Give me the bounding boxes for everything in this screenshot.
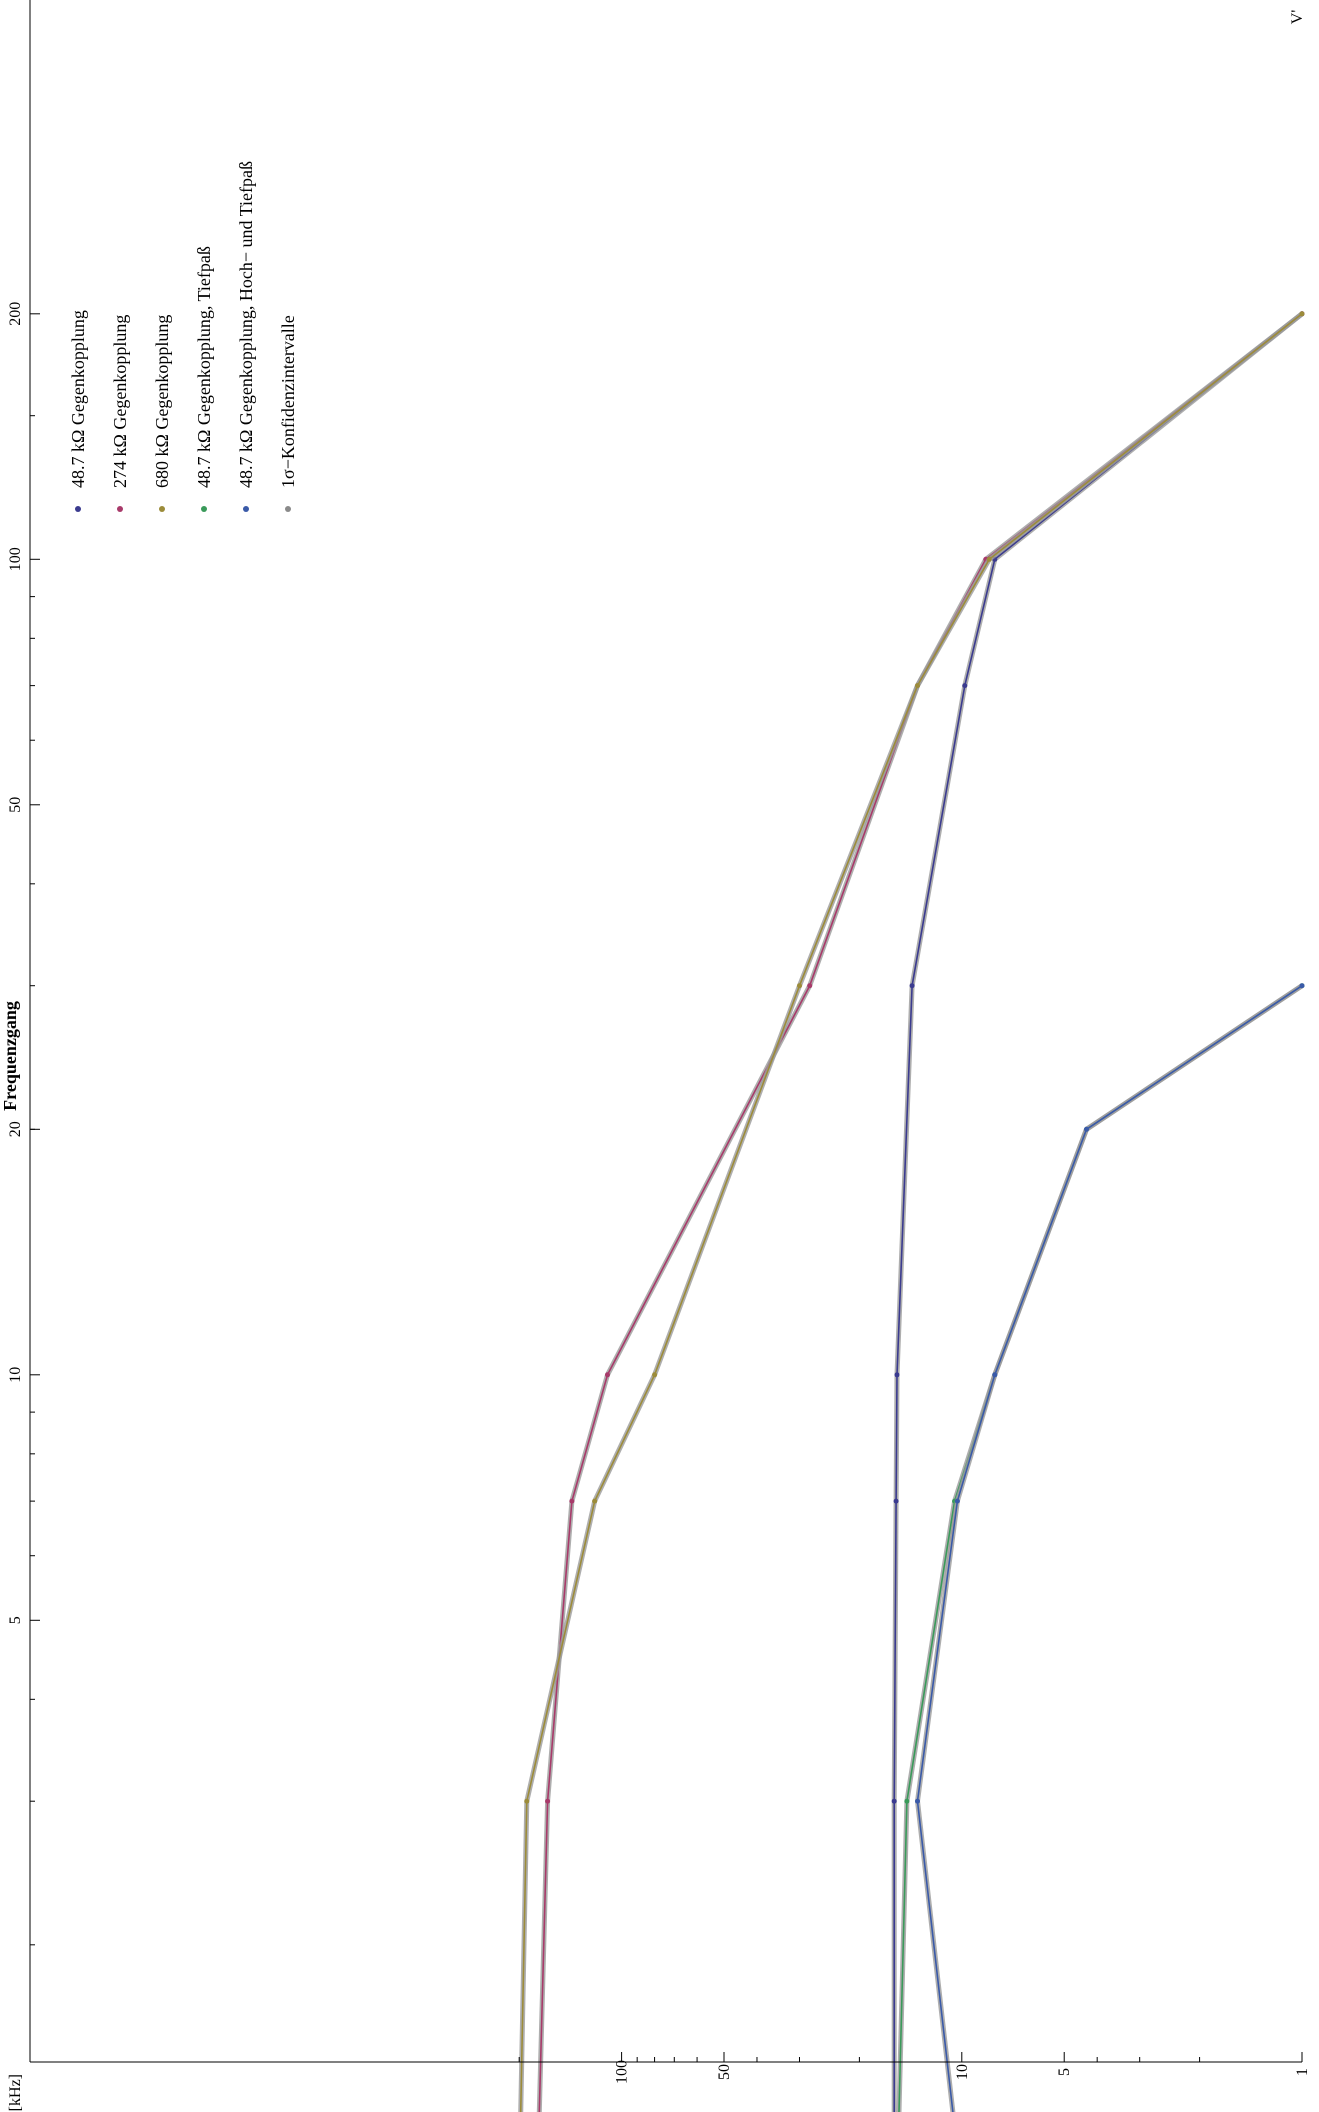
series-4-point-2	[904, 1798, 910, 1804]
series-1-point-3	[893, 1498, 899, 1504]
series-3-point-7	[986, 556, 992, 562]
series-5-point-2	[915, 1798, 920, 1804]
series-2-confidence-band	[536, 311, 1304, 2112]
legend-marker-2	[117, 506, 123, 512]
series-4-line	[898, 985, 1303, 2112]
series-3-point-2	[524, 1798, 530, 1804]
legend-label-1: 48.7 kΩ Gegenkopplung	[68, 310, 88, 488]
y-tick-label: 50	[716, 2064, 733, 2080]
series-3-confidence-band	[518, 311, 1304, 2112]
legend-label-5: 48.7 kΩ Gegenkopplung, Hoch− und Tiefpaß	[236, 161, 256, 488]
series-5-point-4	[992, 1372, 998, 1378]
series-5-point-5	[1084, 1126, 1089, 1132]
legend-marker-5	[243, 506, 249, 512]
x-tick-label: 5	[7, 1616, 24, 1624]
series-2-point-5	[807, 983, 813, 989]
series-5-line	[916, 985, 1303, 2112]
series-4-confidence-band	[896, 983, 1304, 2112]
x-tick-label: 50	[7, 797, 24, 813]
series-3-point-8	[1299, 311, 1305, 317]
legend-marker-6	[285, 506, 291, 512]
x-axis-label: f [kHz]	[7, 2074, 24, 2112]
axes-layer: 20010050201051100501051	[7, 0, 1311, 2084]
legend-label-2: 274 kΩ Gegenkopplung	[110, 315, 130, 488]
series-1-point-2	[891, 1798, 897, 1804]
y-axis-label: V'	[1289, 10, 1306, 25]
series-1-confidence-band	[891, 311, 1304, 2112]
legend-label-4: 48.7 kΩ Gegenkopplung, Tiefpaß	[194, 246, 214, 488]
series-2-point-2	[545, 1798, 551, 1804]
series-1-point-6	[962, 683, 968, 689]
legend-marker-1	[75, 506, 81, 512]
series-1-point-4	[894, 1372, 900, 1378]
series-3-point-4	[652, 1372, 658, 1378]
series-1-line	[893, 313, 1303, 2112]
legend-label-3: 680 kΩ Gegenkopplung	[152, 315, 172, 488]
series-3-point-3	[592, 1498, 598, 1504]
series-2-point-4	[605, 1372, 610, 1378]
series-3-line	[519, 313, 1303, 2112]
legend-label-6: 1σ−Konfidenzintervalle	[278, 315, 298, 488]
series-3-point-6	[915, 683, 920, 689]
plot-layer	[518, 311, 1305, 2112]
series-3-point-5	[797, 983, 802, 989]
series-2-line	[538, 313, 1303, 2112]
series-5-confidence-band	[915, 983, 1304, 2112]
legend: 48.7 kΩ Gegenkopplung 274 kΩ Gegenkopplun…	[68, 161, 298, 512]
legend-marker-4	[201, 506, 207, 512]
x-tick-label: 100	[7, 547, 24, 571]
y-tick-label: 100	[614, 2060, 631, 2084]
series-1-point-5	[909, 983, 915, 989]
y-tick-label: 1	[1294, 2068, 1311, 2076]
series-5-point-6	[1299, 983, 1305, 989]
x-tick-label: 200	[7, 302, 24, 326]
chart-title: Frequenzgang	[0, 1001, 20, 1111]
y-tick-label: 10	[954, 2064, 971, 2080]
series-5-point-3	[954, 1498, 960, 1504]
x-tick-label: 20	[7, 1121, 24, 1137]
series-2-point-3	[569, 1498, 575, 1504]
legend-marker-3	[159, 506, 165, 512]
x-tick-label: 10	[7, 1367, 24, 1383]
y-tick-label: 5	[1056, 2068, 1073, 2076]
